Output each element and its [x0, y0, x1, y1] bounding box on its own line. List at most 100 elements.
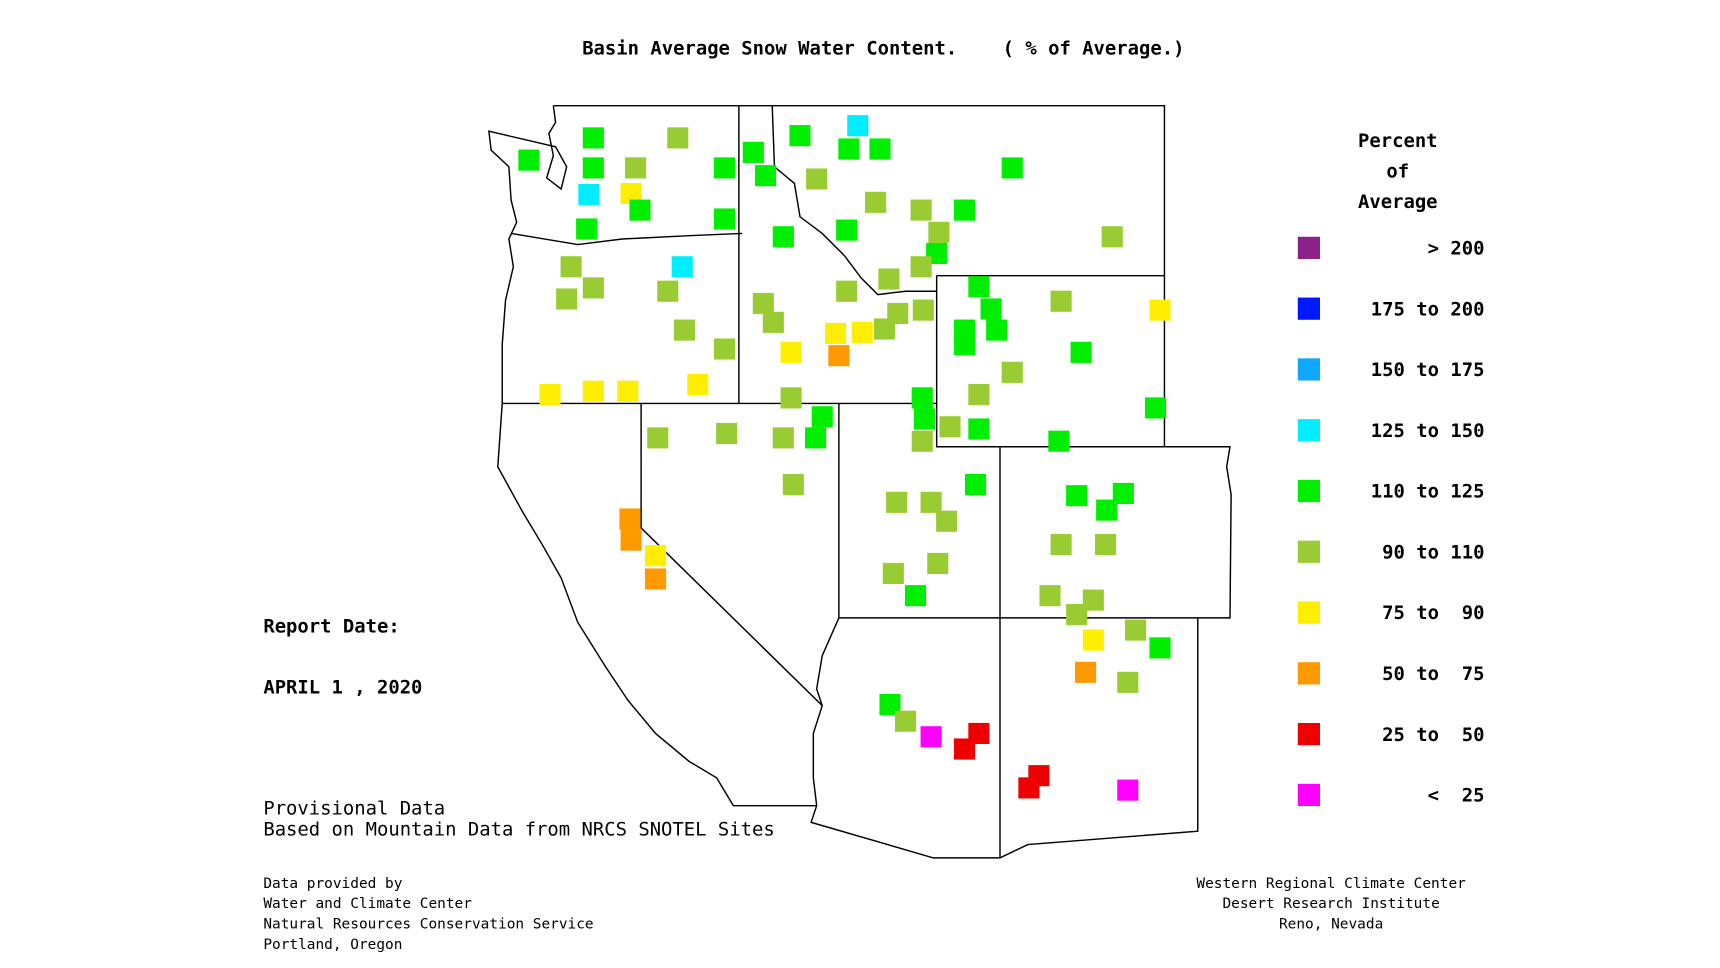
- station: [1125, 619, 1147, 641]
- station: [673, 319, 695, 341]
- state-outlines: [488, 104, 1232, 859]
- station: [928, 221, 950, 243]
- station: [927, 552, 949, 574]
- station: [620, 529, 642, 551]
- station: [789, 125, 811, 147]
- station: [780, 387, 802, 409]
- station: [865, 191, 887, 213]
- station: [582, 157, 604, 179]
- station: [645, 568, 667, 590]
- station: [920, 726, 942, 748]
- station: [762, 311, 784, 333]
- legend-label: 75 to 90: [1382, 602, 1484, 624]
- station: [1149, 299, 1171, 321]
- station: [1050, 290, 1072, 312]
- station: [911, 430, 933, 452]
- legend-label: 90 to 110: [1382, 541, 1484, 563]
- station: [578, 184, 600, 206]
- station: [1096, 499, 1118, 521]
- station: [582, 380, 604, 402]
- station: [667, 127, 689, 149]
- station: [911, 387, 933, 409]
- station: [1075, 661, 1097, 683]
- station: [920, 491, 942, 513]
- station: [1001, 361, 1023, 383]
- station: [539, 384, 561, 406]
- note: Based on Mountain Data from NRCS SNOTEL …: [263, 819, 774, 841]
- station: [556, 288, 578, 310]
- station: [1001, 157, 1023, 179]
- station: [1039, 585, 1061, 607]
- station: [878, 268, 900, 290]
- legend-label: 110 to 125: [1371, 481, 1485, 503]
- legend-swatch: [1297, 297, 1320, 320]
- legend-label: 25 to 50: [1382, 724, 1484, 746]
- station: [671, 256, 693, 278]
- credit-right: Reno, Nevada: [1279, 917, 1383, 933]
- station: [1082, 629, 1104, 651]
- legend-swatch: [1297, 479, 1320, 503]
- station: [965, 474, 987, 496]
- station: [953, 738, 975, 760]
- station: [828, 345, 850, 367]
- station: [1117, 671, 1139, 693]
- station: [939, 416, 961, 438]
- station: [1149, 637, 1171, 659]
- station: [953, 334, 975, 356]
- station: [645, 545, 667, 567]
- station: [910, 256, 932, 278]
- station: [886, 491, 908, 513]
- station: [582, 277, 604, 299]
- station: [780, 341, 802, 363]
- legend-title: Percent: [1358, 130, 1438, 152]
- station: [1082, 589, 1104, 611]
- station: [895, 710, 917, 732]
- station: [687, 374, 709, 396]
- station: [882, 562, 904, 584]
- station: [912, 299, 934, 321]
- station: [806, 168, 828, 190]
- credit-left: Natural Resources Conservation Service: [263, 917, 593, 933]
- station: [755, 165, 777, 187]
- legend-swatch: [1297, 783, 1320, 806]
- station: [576, 218, 598, 240]
- station: [953, 199, 975, 221]
- station: [657, 280, 679, 302]
- station: [1050, 534, 1072, 556]
- report-label: Report Date:: [263, 615, 399, 637]
- station: [647, 427, 669, 449]
- legend-label: 50 to 75: [1382, 663, 1484, 685]
- station: [968, 384, 990, 406]
- station: [869, 138, 891, 160]
- station: [836, 280, 858, 302]
- station: [782, 474, 804, 496]
- station: [986, 319, 1008, 341]
- report-date: APRIL 1 , 2020: [263, 676, 422, 698]
- station: [851, 321, 873, 343]
- station: [617, 380, 639, 402]
- station: [1066, 485, 1088, 507]
- station: [805, 427, 827, 449]
- station: [619, 508, 641, 530]
- station: [518, 149, 540, 171]
- credit-left: Portland, Oregon: [263, 937, 402, 953]
- station: [1095, 534, 1117, 556]
- legend-label: 150 to 175: [1371, 359, 1485, 381]
- legend-swatch: [1297, 662, 1320, 685]
- station: [811, 406, 833, 428]
- note: Provisional Data: [263, 798, 445, 820]
- station: [873, 318, 895, 340]
- station: [825, 322, 847, 344]
- legend-label: > 200: [1428, 238, 1485, 260]
- legend-label: 175 to 200: [1371, 298, 1485, 320]
- station: [1101, 226, 1123, 248]
- station: [772, 226, 794, 248]
- station: [980, 298, 1002, 320]
- station: [1018, 777, 1040, 799]
- legend-title: Average: [1358, 191, 1438, 213]
- station: [838, 138, 860, 160]
- station: [910, 199, 932, 221]
- legend-title: of: [1386, 160, 1409, 182]
